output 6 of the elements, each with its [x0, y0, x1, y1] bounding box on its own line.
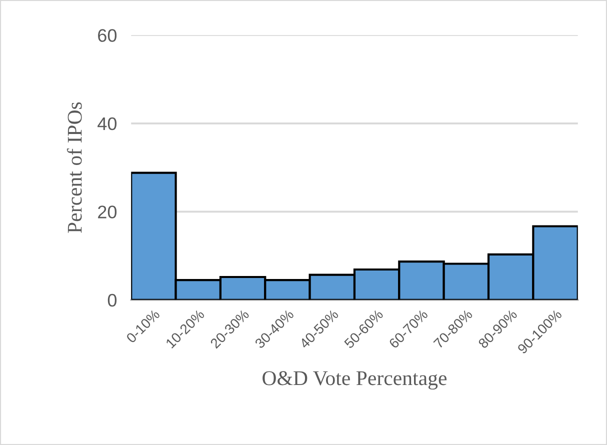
y-tick-label: 40 — [98, 117, 117, 130]
y-tick-label: 60 — [98, 29, 117, 42]
x-axis-title: O&D Vote Percentage — [262, 371, 447, 390]
y-axis-title: Percent of IPOs — [66, 102, 82, 233]
y-tick-label: 20 — [98, 206, 117, 218]
y-tick-label: 0 — [108, 294, 117, 307]
